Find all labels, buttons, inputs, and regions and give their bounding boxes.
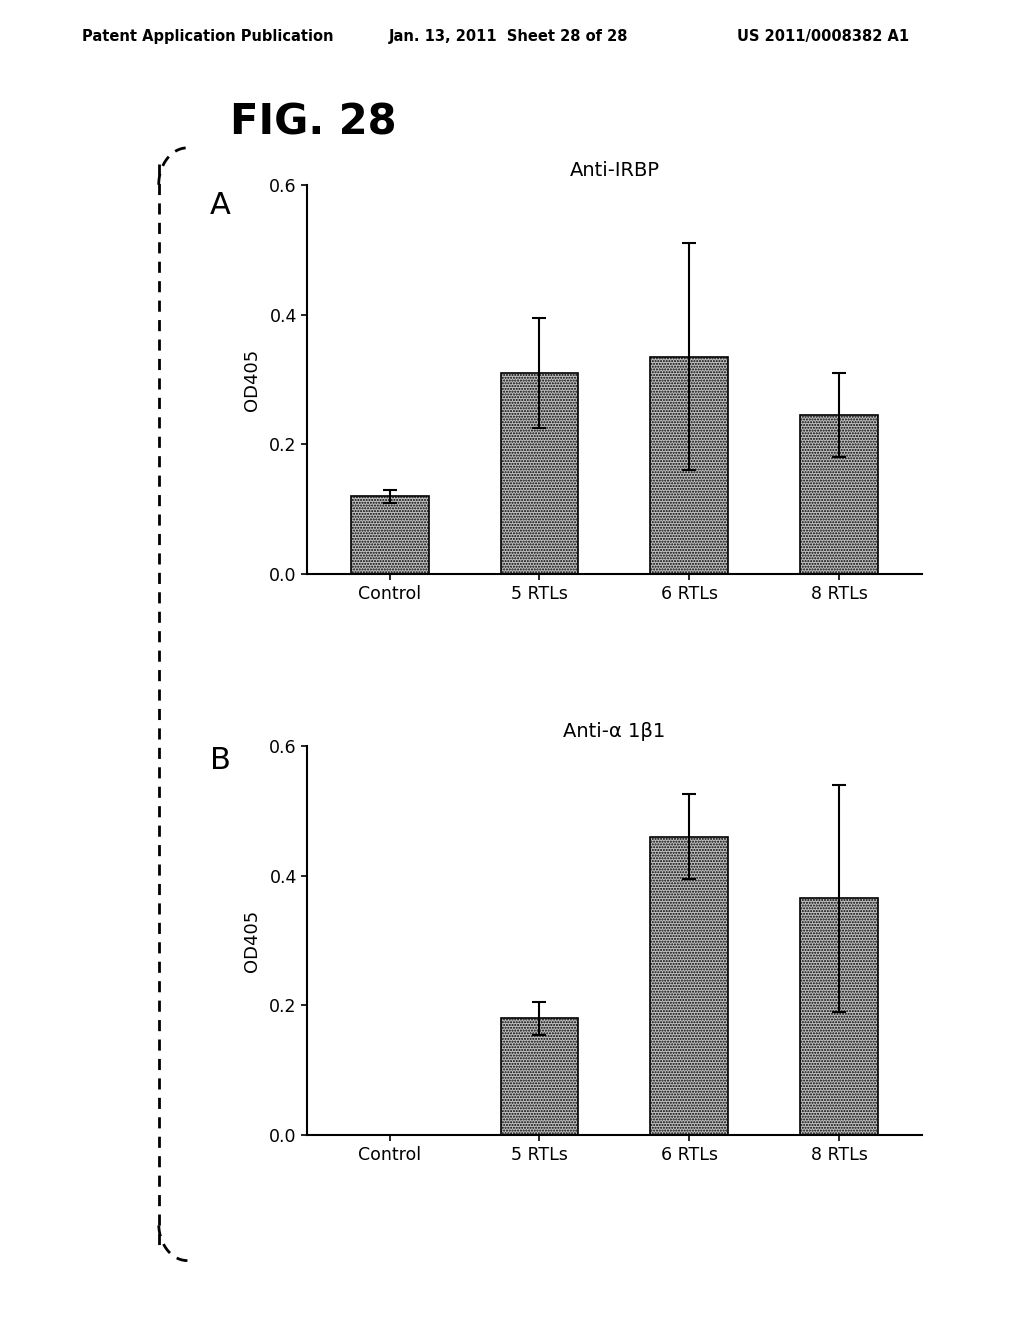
Bar: [800, 416, 879, 574]
Bar: [501, 1019, 579, 1135]
Bar: [800, 899, 879, 1135]
Text: A: A: [210, 191, 230, 220]
Bar: [350, 496, 429, 574]
Text: FIG. 28: FIG. 28: [230, 102, 397, 144]
Title: Anti-IRBP: Anti-IRBP: [569, 161, 659, 181]
Y-axis label: OD405: OD405: [243, 909, 261, 972]
Y-axis label: OD405: OD405: [243, 348, 261, 411]
Text: US 2011/0008382 A1: US 2011/0008382 A1: [737, 29, 909, 44]
Text: Jan. 13, 2011  Sheet 28 of 28: Jan. 13, 2011 Sheet 28 of 28: [389, 29, 629, 44]
Text: B: B: [210, 746, 230, 775]
Text: Patent Application Publication: Patent Application Publication: [82, 29, 334, 44]
Bar: [650, 356, 728, 574]
Bar: [650, 837, 728, 1135]
Title: Anti-α 1β1: Anti-α 1β1: [563, 722, 666, 742]
Bar: [501, 374, 579, 574]
